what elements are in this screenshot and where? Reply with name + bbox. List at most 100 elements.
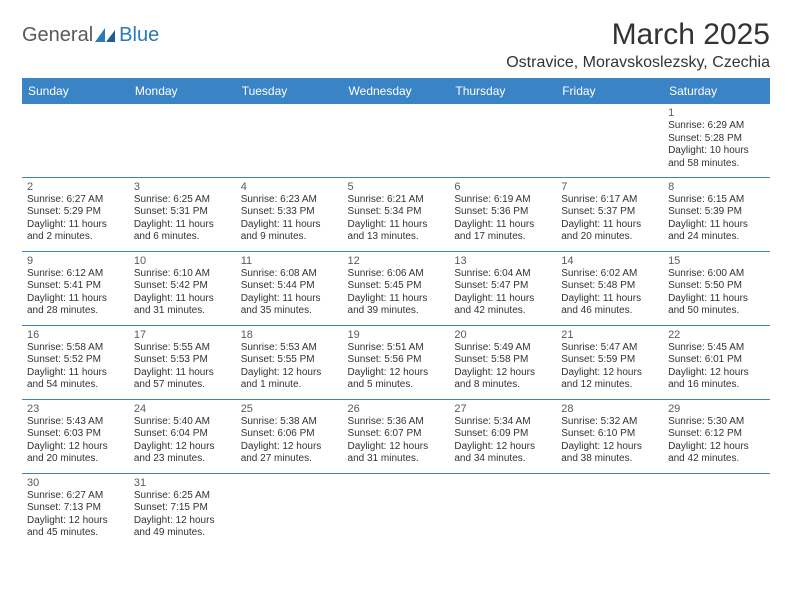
daylight-text-1: Daylight: 11 hours: [561, 219, 658, 232]
daylight-text-2: and 38 minutes.: [561, 453, 658, 466]
daylight-text-2: and 35 minutes.: [241, 305, 338, 318]
daylight-text-1: Daylight: 11 hours: [561, 293, 658, 306]
daylight-text-2: and 31 minutes.: [348, 453, 445, 466]
sunrise-text: Sunrise: 6:21 AM: [348, 194, 445, 207]
sunset-text: Sunset: 5:55 PM: [241, 354, 338, 367]
calendar-empty-cell: [129, 103, 236, 177]
sunset-text: Sunset: 5:39 PM: [668, 206, 765, 219]
sunset-text: Sunset: 5:56 PM: [348, 354, 445, 367]
daylight-text-1: Daylight: 12 hours: [668, 441, 765, 454]
day-number: 1: [668, 107, 765, 119]
daylight-text-1: Daylight: 12 hours: [348, 441, 445, 454]
sunset-text: Sunset: 5:44 PM: [241, 280, 338, 293]
sunrise-text: Sunrise: 6:12 AM: [27, 268, 124, 281]
sunrise-text: Sunrise: 5:43 AM: [27, 416, 124, 429]
day-number: 29: [668, 403, 765, 415]
daylight-text-2: and 54 minutes.: [27, 379, 124, 392]
daylight-text-2: and 58 minutes.: [668, 158, 765, 171]
calendar-empty-cell: [663, 473, 770, 547]
logo: General Blue: [22, 18, 159, 47]
calendar-table: SundayMondayTuesdayWednesdayThursdayFrid…: [22, 78, 770, 547]
day-number: 19: [348, 329, 445, 341]
sunrise-text: Sunrise: 5:38 AM: [241, 416, 338, 429]
sunset-text: Sunset: 6:01 PM: [668, 354, 765, 367]
daylight-text-2: and 24 minutes.: [668, 231, 765, 244]
day-number: 27: [454, 403, 551, 415]
calendar-day-cell: 20Sunrise: 5:49 AMSunset: 5:58 PMDayligh…: [449, 325, 556, 399]
calendar-day-cell: 22Sunrise: 5:45 AMSunset: 6:01 PMDayligh…: [663, 325, 770, 399]
calendar-empty-cell: [556, 103, 663, 177]
sunset-text: Sunset: 5:31 PM: [134, 206, 231, 219]
day-number: 17: [134, 329, 231, 341]
sunrise-text: Sunrise: 6:04 AM: [454, 268, 551, 281]
sunrise-text: Sunrise: 6:23 AM: [241, 194, 338, 207]
sunset-text: Sunset: 5:59 PM: [561, 354, 658, 367]
sunset-text: Sunset: 5:28 PM: [668, 133, 765, 146]
day-number: 4: [241, 181, 338, 193]
daylight-text-1: Daylight: 12 hours: [241, 367, 338, 380]
day-number: 31: [134, 477, 231, 489]
calendar-day-cell: 6Sunrise: 6:19 AMSunset: 5:36 PMDaylight…: [449, 177, 556, 251]
day-number: 16: [27, 329, 124, 341]
weekday-header: Sunday: [22, 79, 129, 103]
calendar-day-cell: 25Sunrise: 5:38 AMSunset: 6:06 PMDayligh…: [236, 399, 343, 473]
calendar-empty-cell: [449, 473, 556, 547]
logo-text-general: General: [22, 24, 93, 47]
daylight-text-1: Daylight: 11 hours: [348, 219, 445, 232]
calendar-empty-cell: [236, 473, 343, 547]
calendar-day-cell: 19Sunrise: 5:51 AMSunset: 5:56 PMDayligh…: [343, 325, 450, 399]
calendar-day-cell: 27Sunrise: 5:34 AMSunset: 6:09 PMDayligh…: [449, 399, 556, 473]
daylight-text-2: and 45 minutes.: [27, 527, 124, 540]
calendar-day-cell: 3Sunrise: 6:25 AMSunset: 5:31 PMDaylight…: [129, 177, 236, 251]
calendar-day-cell: 31Sunrise: 6:25 AMSunset: 7:15 PMDayligh…: [129, 473, 236, 547]
weekday-header: Tuesday: [236, 79, 343, 103]
day-number: 7: [561, 181, 658, 193]
calendar-day-cell: 28Sunrise: 5:32 AMSunset: 6:10 PMDayligh…: [556, 399, 663, 473]
sunrise-text: Sunrise: 6:10 AM: [134, 268, 231, 281]
header: General Blue March 2025 Ostravice, Morav…: [22, 18, 770, 72]
daylight-text-1: Daylight: 11 hours: [348, 293, 445, 306]
daylight-text-1: Daylight: 12 hours: [668, 367, 765, 380]
calendar-day-cell: 16Sunrise: 5:58 AMSunset: 5:52 PMDayligh…: [22, 325, 129, 399]
sunset-text: Sunset: 6:09 PM: [454, 428, 551, 441]
calendar-day-cell: 23Sunrise: 5:43 AMSunset: 6:03 PMDayligh…: [22, 399, 129, 473]
day-number: 12: [348, 255, 445, 267]
calendar-day-cell: 14Sunrise: 6:02 AMSunset: 5:48 PMDayligh…: [556, 251, 663, 325]
daylight-text-1: Daylight: 11 hours: [454, 219, 551, 232]
sunset-text: Sunset: 5:41 PM: [27, 280, 124, 293]
daylight-text-2: and 42 minutes.: [668, 453, 765, 466]
sunset-text: Sunset: 5:52 PM: [27, 354, 124, 367]
calendar-day-cell: 21Sunrise: 5:47 AMSunset: 5:59 PMDayligh…: [556, 325, 663, 399]
calendar-day-cell: 10Sunrise: 6:10 AMSunset: 5:42 PMDayligh…: [129, 251, 236, 325]
daylight-text-2: and 1 minute.: [241, 379, 338, 392]
calendar-empty-cell: [343, 473, 450, 547]
daylight-text-1: Daylight: 11 hours: [134, 293, 231, 306]
daylight-text-1: Daylight: 11 hours: [27, 367, 124, 380]
sunset-text: Sunset: 6:03 PM: [27, 428, 124, 441]
daylight-text-2: and 8 minutes.: [454, 379, 551, 392]
day-number: 8: [668, 181, 765, 193]
day-number: 23: [27, 403, 124, 415]
day-number: 5: [348, 181, 445, 193]
calendar-day-cell: 1Sunrise: 6:29 AMSunset: 5:28 PMDaylight…: [663, 103, 770, 177]
daylight-text-2: and 5 minutes.: [348, 379, 445, 392]
sunrise-text: Sunrise: 5:45 AM: [668, 342, 765, 355]
daylight-text-2: and 20 minutes.: [561, 231, 658, 244]
daylight-text-1: Daylight: 12 hours: [454, 441, 551, 454]
daylight-text-2: and 42 minutes.: [454, 305, 551, 318]
sunset-text: Sunset: 5:33 PM: [241, 206, 338, 219]
sunrise-text: Sunrise: 5:40 AM: [134, 416, 231, 429]
day-number: 20: [454, 329, 551, 341]
daylight-text-1: Daylight: 12 hours: [134, 515, 231, 528]
daylight-text-1: Daylight: 12 hours: [27, 441, 124, 454]
day-number: 18: [241, 329, 338, 341]
weekday-header: Monday: [129, 79, 236, 103]
sunrise-text: Sunrise: 6:15 AM: [668, 194, 765, 207]
daylight-text-1: Daylight: 11 hours: [241, 293, 338, 306]
daylight-text-2: and 39 minutes.: [348, 305, 445, 318]
daylight-text-2: and 17 minutes.: [454, 231, 551, 244]
daylight-text-2: and 34 minutes.: [454, 453, 551, 466]
calendar-header-row: SundayMondayTuesdayWednesdayThursdayFrid…: [22, 79, 770, 103]
sunrise-text: Sunrise: 6:19 AM: [454, 194, 551, 207]
sunset-text: Sunset: 5:50 PM: [668, 280, 765, 293]
